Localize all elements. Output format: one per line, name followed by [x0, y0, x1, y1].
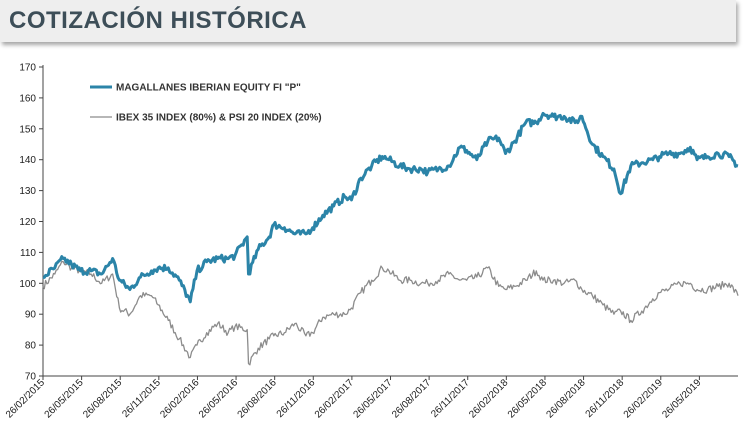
- x-tick-label: 26/02/2016: [158, 377, 201, 420]
- y-tick-label: 100: [19, 279, 36, 290]
- x-tick-label: 26/02/2015: [4, 377, 47, 420]
- x-tick-label: 26/08/2015: [81, 377, 124, 420]
- legend-label: IBEX 35 INDEX (80%) & PSI 20 INDEX (20%): [116, 113, 322, 124]
- x-tick-label: 26/11/2015: [120, 377, 163, 420]
- x-tick-label: 26/11/2017: [429, 377, 472, 420]
- y-tick-label: 110: [20, 248, 36, 259]
- x-tick-label: 26/08/2016: [236, 377, 279, 420]
- x-tick-label: 26/05/2018: [506, 377, 549, 420]
- x-tick-label: 26/02/2017: [313, 377, 356, 420]
- legend-label: MAGALLANES IBERIAN EQUITY FI "P": [116, 83, 301, 94]
- series-line-index: [42, 260, 739, 366]
- y-tick-label: 160: [19, 93, 36, 104]
- x-tick-label: 26/05/2015: [43, 377, 86, 420]
- page-title: COTIZACIÓN HISTÓRICA: [9, 7, 307, 34]
- y-tick-label: 120: [19, 217, 36, 228]
- series-line-magallanes: [42, 111, 739, 304]
- x-tick-label: 26/08/2017: [390, 377, 433, 420]
- x-tick-label: 26/02/2019: [622, 377, 665, 420]
- x-axis-ticks: 26/02/201526/05/201526/08/201526/11/2015…: [4, 376, 704, 421]
- y-axis-ticks: 70 80 90 100 110 120 130 140 150 160 170: [19, 63, 43, 383]
- y-tick-label: 130: [19, 186, 36, 197]
- chart-series: [42, 111, 739, 366]
- x-tick-label: 26/11/2016: [275, 377, 318, 420]
- y-tick-label: 140: [19, 155, 36, 166]
- chart-legend: MAGALLANES IBERIAN EQUITY FI "P" IBEX 35 …: [90, 83, 322, 124]
- x-tick-label: 26/05/2016: [197, 377, 240, 420]
- x-tick-label: 26/05/2019: [660, 377, 703, 420]
- header-bar: COTIZACIÓN HISTÓRICA: [0, 0, 736, 42]
- y-tick-label: 70: [25, 372, 37, 383]
- y-tick-label: 90: [25, 310, 37, 321]
- y-tick-label: 150: [19, 124, 36, 135]
- y-tick-label: 80: [25, 341, 37, 352]
- x-tick-label: 26/05/2017: [351, 377, 394, 420]
- x-tick-label: 26/08/2018: [544, 377, 587, 420]
- line-chart: 70 80 90 100 110 120 130 140 150 160 170 26/02/201…: [4, 63, 739, 421]
- x-tick-label: 26/11/2018: [584, 377, 627, 420]
- y-tick-label: 170: [19, 63, 36, 74]
- x-tick-label: 26/02/2018: [467, 377, 510, 420]
